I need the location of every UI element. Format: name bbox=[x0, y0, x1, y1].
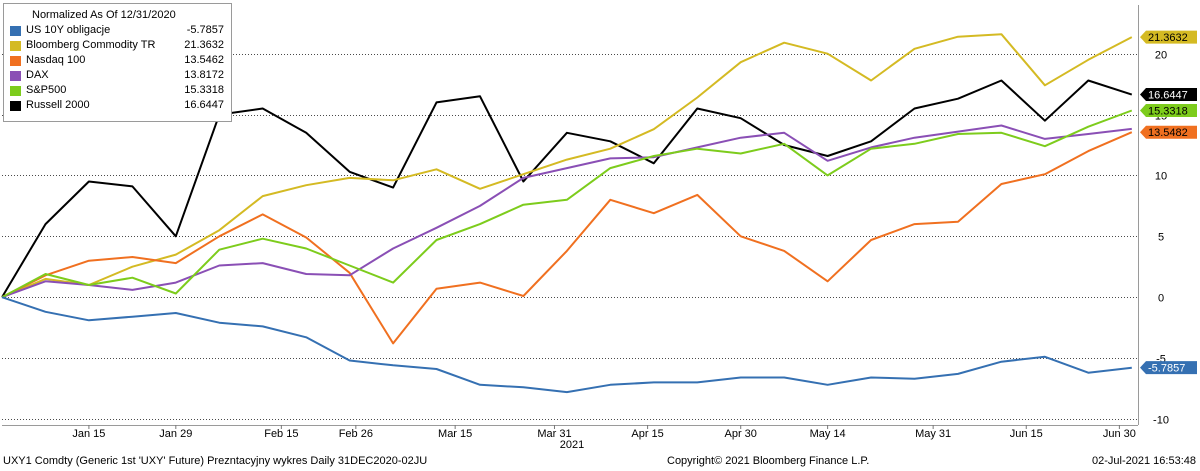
legend-value: 15.3318 bbox=[184, 84, 224, 96]
legend-label: US 10Y obligacje bbox=[26, 24, 111, 36]
y-tick-label: 5 bbox=[1158, 232, 1164, 244]
x-axis-label: 2021 bbox=[560, 439, 584, 451]
series-line-dax bbox=[1, 124, 1132, 299]
end-label-tag bbox=[1140, 125, 1197, 139]
footer-timestamp: 02-Jul-2021 16:53:48 bbox=[1092, 455, 1196, 467]
x-tick-label: May 14 bbox=[810, 428, 846, 440]
end-label-text: -5.7857 bbox=[1148, 363, 1185, 375]
x-tick-label: Feb 26 bbox=[339, 428, 373, 440]
end-label-text: 16.6447 bbox=[1148, 90, 1188, 102]
y-tick-label: -10 bbox=[1153, 415, 1169, 427]
y-tick-label: 20 bbox=[1155, 50, 1167, 62]
legend: Normalized As Of 12/31/2020 US 10Y oblig… bbox=[3, 3, 232, 122]
y-tick-label: 0 bbox=[1158, 293, 1164, 305]
end-label-text: 15.3318 bbox=[1148, 106, 1188, 118]
end-labels: 21.3632 16.6447 15.3318 13.5482 -5.7857 bbox=[1140, 30, 1197, 375]
x-tick-label: Jan 29 bbox=[159, 428, 192, 440]
y-tick-label: 10 bbox=[1155, 171, 1167, 183]
legend-item-dax: DAX 13.8172 bbox=[10, 69, 228, 83]
legend-value: 13.5462 bbox=[184, 54, 224, 66]
end-label-tag bbox=[1140, 30, 1197, 44]
legend-swatch bbox=[10, 86, 21, 96]
legend-swatch bbox=[10, 71, 21, 81]
x-axis: Jan 15 Jan 29 Feb 15 Feb 26 Mar 15 Mar 31 Apr … bbox=[2, 425, 1138, 440]
x-tick-label: Jun 15 bbox=[1010, 428, 1043, 440]
legend-label: S&P500 bbox=[26, 84, 67, 96]
series-line-s-p500 bbox=[1, 109, 1133, 299]
series-layer bbox=[1, 33, 1133, 394]
footer-copyright: Copyright© 2021 Bloomberg Finance L.P. bbox=[667, 455, 870, 467]
x-tick-label: Mar 31 bbox=[537, 428, 571, 440]
footer-source: UXY1 Comdty (Generic 1st 'UXY' Future) P… bbox=[3, 455, 428, 467]
y-tick-label: -5 bbox=[1156, 354, 1166, 366]
legend-value: -5.7857 bbox=[186, 24, 224, 36]
x-tick-label: Apr 30 bbox=[724, 428, 756, 440]
series-line-us-10y-obligacje bbox=[1, 296, 1132, 394]
x-tick-label: Mar 15 bbox=[438, 428, 472, 440]
legend-value: 21.3632 bbox=[184, 39, 224, 51]
legend-value: 13.8172 bbox=[184, 69, 224, 81]
legend-label: Bloomberg Commodity TR bbox=[26, 39, 156, 51]
x-tick-label: Jan 15 bbox=[72, 428, 105, 440]
legend-label: DAX bbox=[26, 69, 49, 81]
legend-value: 16.6447 bbox=[184, 99, 224, 111]
legend-item-russell: Russell 2000 16.6447 bbox=[10, 99, 228, 113]
legend-item-us10y: US 10Y obligacje -5.7857 bbox=[10, 24, 228, 38]
legend-item-nasdaq: Nasdaq 100 13.5462 bbox=[10, 54, 228, 68]
legend-swatch bbox=[10, 56, 21, 66]
end-label-tag bbox=[1140, 104, 1197, 118]
series-line-bloomberg-commodity-tr bbox=[1, 33, 1133, 299]
series-line-russell-2000 bbox=[1, 79, 1133, 298]
end-label-tag bbox=[1140, 88, 1197, 102]
end-label-text: 21.3632 bbox=[1148, 32, 1188, 44]
end-label-text: 13.5482 bbox=[1148, 127, 1188, 139]
legend-title: Normalized As Of 12/31/2020 bbox=[32, 9, 176, 21]
x-tick-label: Apr 15 bbox=[631, 428, 663, 440]
legend-item-sp500: S&P500 15.3318 bbox=[10, 84, 228, 98]
legend-label: Nasdaq 100 bbox=[26, 54, 86, 66]
x-tick-label: May 31 bbox=[915, 428, 951, 440]
legend-swatch bbox=[10, 41, 21, 51]
x-tick-label: Jun 30 bbox=[1103, 428, 1136, 440]
legend-item-commodity: Bloomberg Commodity TR 21.3632 bbox=[10, 39, 228, 53]
end-label-tag bbox=[1140, 361, 1197, 375]
legend-swatch bbox=[10, 26, 21, 36]
x-tick-label: Feb 15 bbox=[264, 428, 298, 440]
legend-label: Russell 2000 bbox=[26, 99, 90, 111]
series-line-nasdaq-100 bbox=[1, 131, 1133, 345]
legend-swatch bbox=[10, 101, 21, 111]
